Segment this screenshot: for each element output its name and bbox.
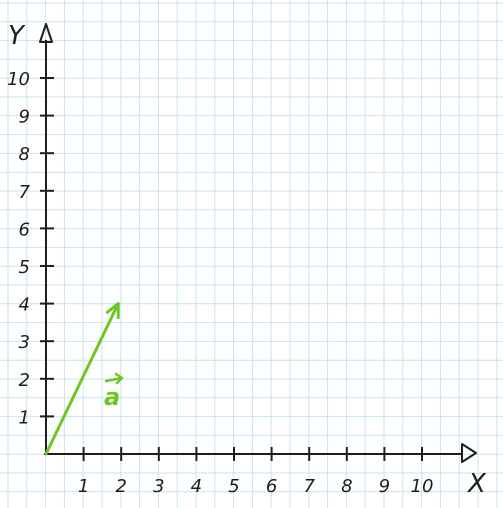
- vector-a-label-group: a: [104, 372, 124, 411]
- vector-a-arrowhead-icon: [105, 302, 120, 320]
- x-axis-arrow-icon: [461, 443, 477, 463]
- x-tick-label: 7: [303, 476, 315, 497]
- x-tick-label: 4: [191, 476, 202, 497]
- y-tick-label: 8: [19, 144, 30, 165]
- x-tick-label: 5: [228, 476, 239, 497]
- y-tick-label: 10: [7, 69, 30, 90]
- x-tick-label: 3: [153, 476, 164, 497]
- vector-a-label-arrow-icon: [104, 372, 124, 385]
- y-axis-arrow-icon: [39, 23, 53, 43]
- y-ticks: 1 2 3 4 5 6 7 8 9 10: [7, 69, 54, 428]
- x-tick-label: 9: [379, 476, 390, 497]
- vector-a-label: a: [104, 383, 120, 411]
- x-tick-label: 10: [411, 476, 434, 497]
- x-ticks: 1 2 3 4 5 6 7 8 9 10: [78, 447, 434, 497]
- y-tick-label: 7: [19, 182, 31, 203]
- x-axis-label: X: [466, 469, 487, 499]
- y-tick-label: 3: [19, 332, 30, 353]
- y-tick-label: 4: [19, 295, 30, 316]
- x-tick-label: 2: [115, 476, 126, 497]
- y-tick-label: 9: [19, 107, 30, 128]
- x-tick-label: 8: [341, 476, 352, 497]
- vector-a-line: [44, 302, 120, 456]
- y-tick-label: 1: [19, 407, 30, 428]
- x-tick-label: 6: [266, 476, 277, 497]
- x-tick-label: 1: [78, 476, 89, 497]
- y-tick-label: 5: [19, 257, 30, 278]
- y-axis-label: Y: [8, 21, 26, 51]
- y-tick-label: 6: [19, 219, 30, 240]
- y-tick-label: 2: [19, 370, 30, 391]
